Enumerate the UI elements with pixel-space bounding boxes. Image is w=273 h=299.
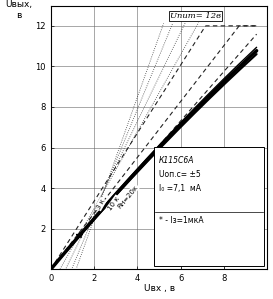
X-axis label: Uвх , в: Uвх , в xyxy=(144,284,175,293)
Text: Uоп.с= ±5: Uоп.с= ±5 xyxy=(159,170,201,179)
Text: I₀ =7,1  мА: I₀ =7,1 мА xyxy=(159,184,201,193)
Text: 10 к: 10 к xyxy=(107,195,121,211)
Text: * - Iз=1мкА: * - Iз=1мкА xyxy=(159,216,204,225)
Text: Uпит= 12в: Uпит= 12в xyxy=(170,12,221,20)
Text: К115С6А: К115С6А xyxy=(159,155,195,165)
FancyBboxPatch shape xyxy=(154,147,264,266)
Text: Rн=20к: Rн=20к xyxy=(116,184,139,209)
Text: 3 к: 3 к xyxy=(95,198,106,210)
Y-axis label: Uвых,
в: Uвых, в xyxy=(5,0,32,20)
